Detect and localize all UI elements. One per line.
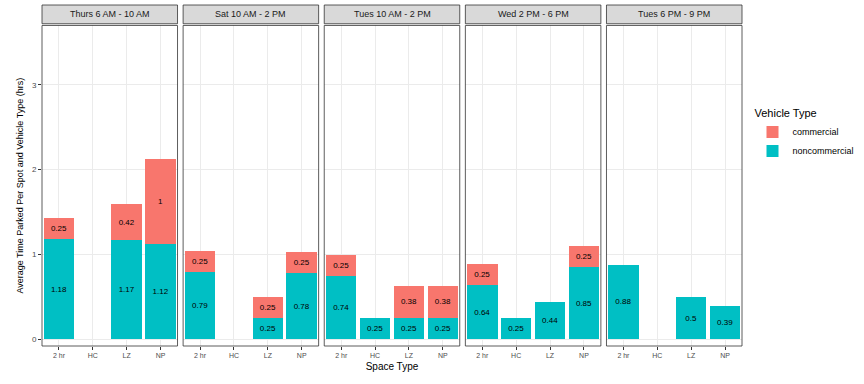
svg-text:NP: NP [156, 352, 166, 359]
svg-text:0.39: 0.39 [717, 318, 733, 327]
svg-text:2 hr: 2 hr [194, 352, 207, 359]
svg-text:0.25: 0.25 [435, 324, 451, 333]
svg-text:0.25: 0.25 [51, 224, 67, 233]
svg-text:LZ: LZ [687, 352, 696, 359]
svg-text:HC: HC [652, 352, 662, 359]
svg-text:Space Type: Space Type [366, 361, 419, 372]
svg-text:2 hr: 2 hr [335, 352, 348, 359]
svg-text:Vehicle Type: Vehicle Type [755, 107, 817, 119]
svg-text:0.25: 0.25 [260, 324, 276, 333]
svg-text:0.38: 0.38 [435, 297, 451, 306]
svg-text:0.88: 0.88 [615, 297, 631, 306]
svg-text:2 hr: 2 hr [476, 352, 489, 359]
svg-text:HC: HC [88, 352, 98, 359]
svg-text:0.25: 0.25 [192, 257, 208, 266]
svg-text:commercial: commercial [793, 127, 839, 137]
svg-text:0.38: 0.38 [401, 297, 417, 306]
svg-text:2 hr: 2 hr [617, 352, 630, 359]
svg-text:1.17: 1.17 [119, 285, 135, 294]
svg-text:NP: NP [579, 352, 589, 359]
svg-text:NP: NP [297, 352, 307, 359]
svg-text:0.74: 0.74 [333, 303, 349, 312]
svg-text:Average Time Parked Per Spot a: Average Time Parked Per Spot and Vehicle… [15, 78, 25, 294]
svg-text:0.25: 0.25 [333, 261, 349, 270]
svg-text:1.12: 1.12 [153, 287, 169, 296]
svg-text:LZ: LZ [546, 352, 555, 359]
svg-text:0.85: 0.85 [576, 299, 592, 308]
svg-text:2 hr: 2 hr [53, 352, 66, 359]
svg-text:0.79: 0.79 [192, 301, 208, 310]
svg-text:0.25: 0.25 [401, 324, 417, 333]
svg-text:0.5: 0.5 [685, 314, 697, 323]
svg-text:LZ: LZ [123, 352, 132, 359]
svg-text:LZ: LZ [264, 352, 273, 359]
svg-text:1: 1 [158, 197, 163, 206]
svg-text:NP: NP [438, 352, 448, 359]
svg-text:Tues 10 AM - 2 PM: Tues 10 AM - 2 PM [354, 9, 431, 19]
svg-text:0: 0 [32, 335, 37, 344]
svg-text:0.78: 0.78 [294, 302, 310, 311]
svg-text:0.25: 0.25 [576, 252, 592, 261]
svg-text:0.25: 0.25 [294, 258, 310, 267]
svg-text:HC: HC [370, 352, 380, 359]
svg-text:3: 3 [32, 81, 37, 90]
svg-text:HC: HC [229, 352, 239, 359]
svg-text:Sat 10 AM - 2 PM: Sat 10 AM - 2 PM [215, 9, 286, 19]
svg-text:LZ: LZ [405, 352, 414, 359]
svg-text:0.25: 0.25 [260, 303, 276, 312]
svg-text:0.25: 0.25 [508, 324, 524, 333]
svg-text:HC: HC [511, 352, 521, 359]
svg-text:NP: NP [720, 352, 730, 359]
svg-text:0.25: 0.25 [367, 324, 383, 333]
svg-text:0.44: 0.44 [542, 316, 558, 325]
svg-text:0.64: 0.64 [474, 308, 490, 317]
svg-text:2: 2 [32, 165, 37, 174]
svg-text:Wed 2 PM - 6 PM: Wed 2 PM - 6 PM [498, 9, 569, 19]
svg-text:0.25: 0.25 [474, 270, 490, 279]
svg-text:Thurs 6 AM - 10 AM: Thurs 6 AM - 10 AM [70, 9, 150, 19]
svg-text:0.42: 0.42 [119, 218, 135, 227]
svg-text:1.18: 1.18 [51, 285, 67, 294]
svg-text:Tues 6 PM - 9 PM: Tues 6 PM - 9 PM [638, 9, 710, 19]
svg-text:1: 1 [32, 250, 37, 259]
svg-text:noncommercial: noncommercial [793, 146, 854, 156]
